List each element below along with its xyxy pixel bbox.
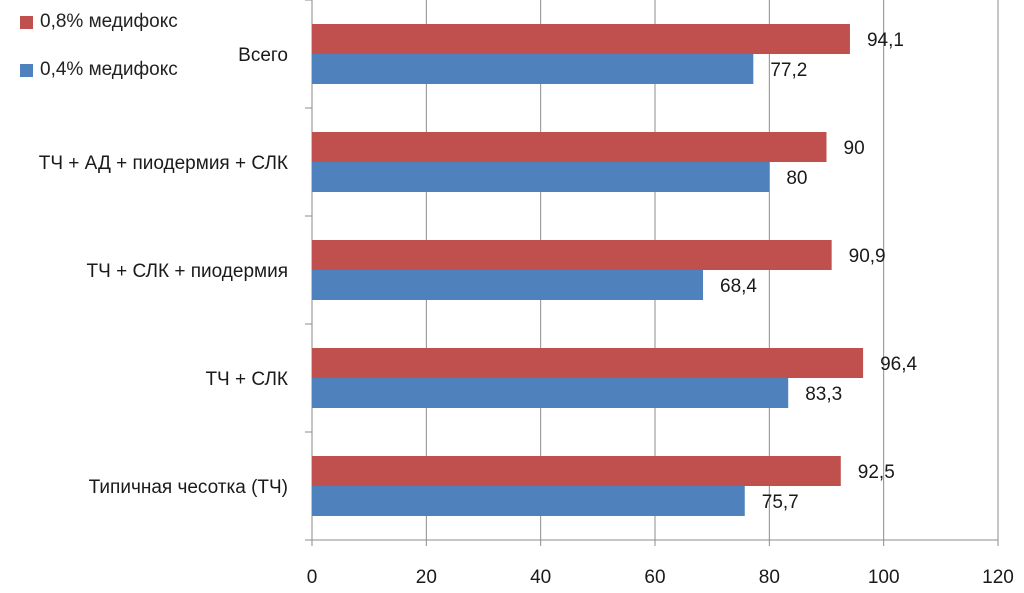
- bar-series-2-cat-5: [312, 486, 745, 516]
- data-label-series-2-cat-2: 80: [786, 168, 807, 189]
- bar-series-2-cat-3: [312, 270, 704, 300]
- bar-series-1-cat-3: [312, 240, 832, 270]
- data-label-series-1-cat-1: 94,1: [867, 30, 904, 51]
- data-label-series-1-cat-5: 92,5: [858, 462, 895, 483]
- data-label-series-1-cat-4: 96,4: [880, 354, 917, 375]
- legend-label-series-2: 0,4% медифокс: [40, 59, 178, 80]
- x-tick-label-0: 0: [307, 567, 318, 588]
- bar-series-2-cat-2: [312, 162, 770, 192]
- category-label-5: Типичная чесотка (ТЧ): [89, 477, 288, 498]
- legend-item-series-2: 0,4% медифокс: [20, 56, 178, 84]
- bar-series-1-cat-5: [312, 456, 841, 486]
- x-tick-label-1: 20: [416, 567, 437, 588]
- legend-item-series-1: 0,8% медифокс: [20, 8, 178, 36]
- x-tick-label-2: 40: [530, 567, 551, 588]
- legend-swatch-series-1: [20, 15, 33, 29]
- legend-swatch-series-2: [20, 63, 33, 77]
- bar-series-1-cat-2: [312, 132, 827, 162]
- data-label-series-1-cat-3: 90,9: [849, 246, 886, 267]
- data-label-series-2-cat-4: 83,3: [805, 384, 842, 405]
- x-tick-label-6: 120: [982, 567, 1014, 588]
- bar-series-2-cat-1: [312, 54, 754, 84]
- bar-series-2-cat-4: [312, 378, 789, 408]
- data-label-series-2-cat-1: 77,2: [770, 60, 807, 81]
- x-tick-label-3: 60: [644, 567, 665, 588]
- data-label-series-2-cat-5: 75,7: [762, 492, 799, 513]
- data-label-series-2-cat-3: 68,4: [720, 276, 757, 297]
- data-label-series-1-cat-2: 90: [844, 138, 865, 159]
- category-label-2: ТЧ + АД + пиодермия + СЛК: [39, 153, 288, 174]
- category-label-1: Всего: [238, 45, 288, 66]
- legend-label-series-1: 0,8% медифокс: [40, 11, 178, 32]
- x-tick-label-5: 100: [868, 567, 900, 588]
- category-label-4: ТЧ + СЛК: [205, 369, 288, 390]
- category-label-3: ТЧ + СЛК + пиодермия: [87, 261, 288, 282]
- bar-series-1-cat-4: [312, 348, 864, 378]
- legend: 0,8% медифокс 0,4% медифокс: [20, 8, 178, 104]
- bar-series-1-cat-1: [312, 24, 850, 54]
- x-tick-label-4: 80: [759, 567, 780, 588]
